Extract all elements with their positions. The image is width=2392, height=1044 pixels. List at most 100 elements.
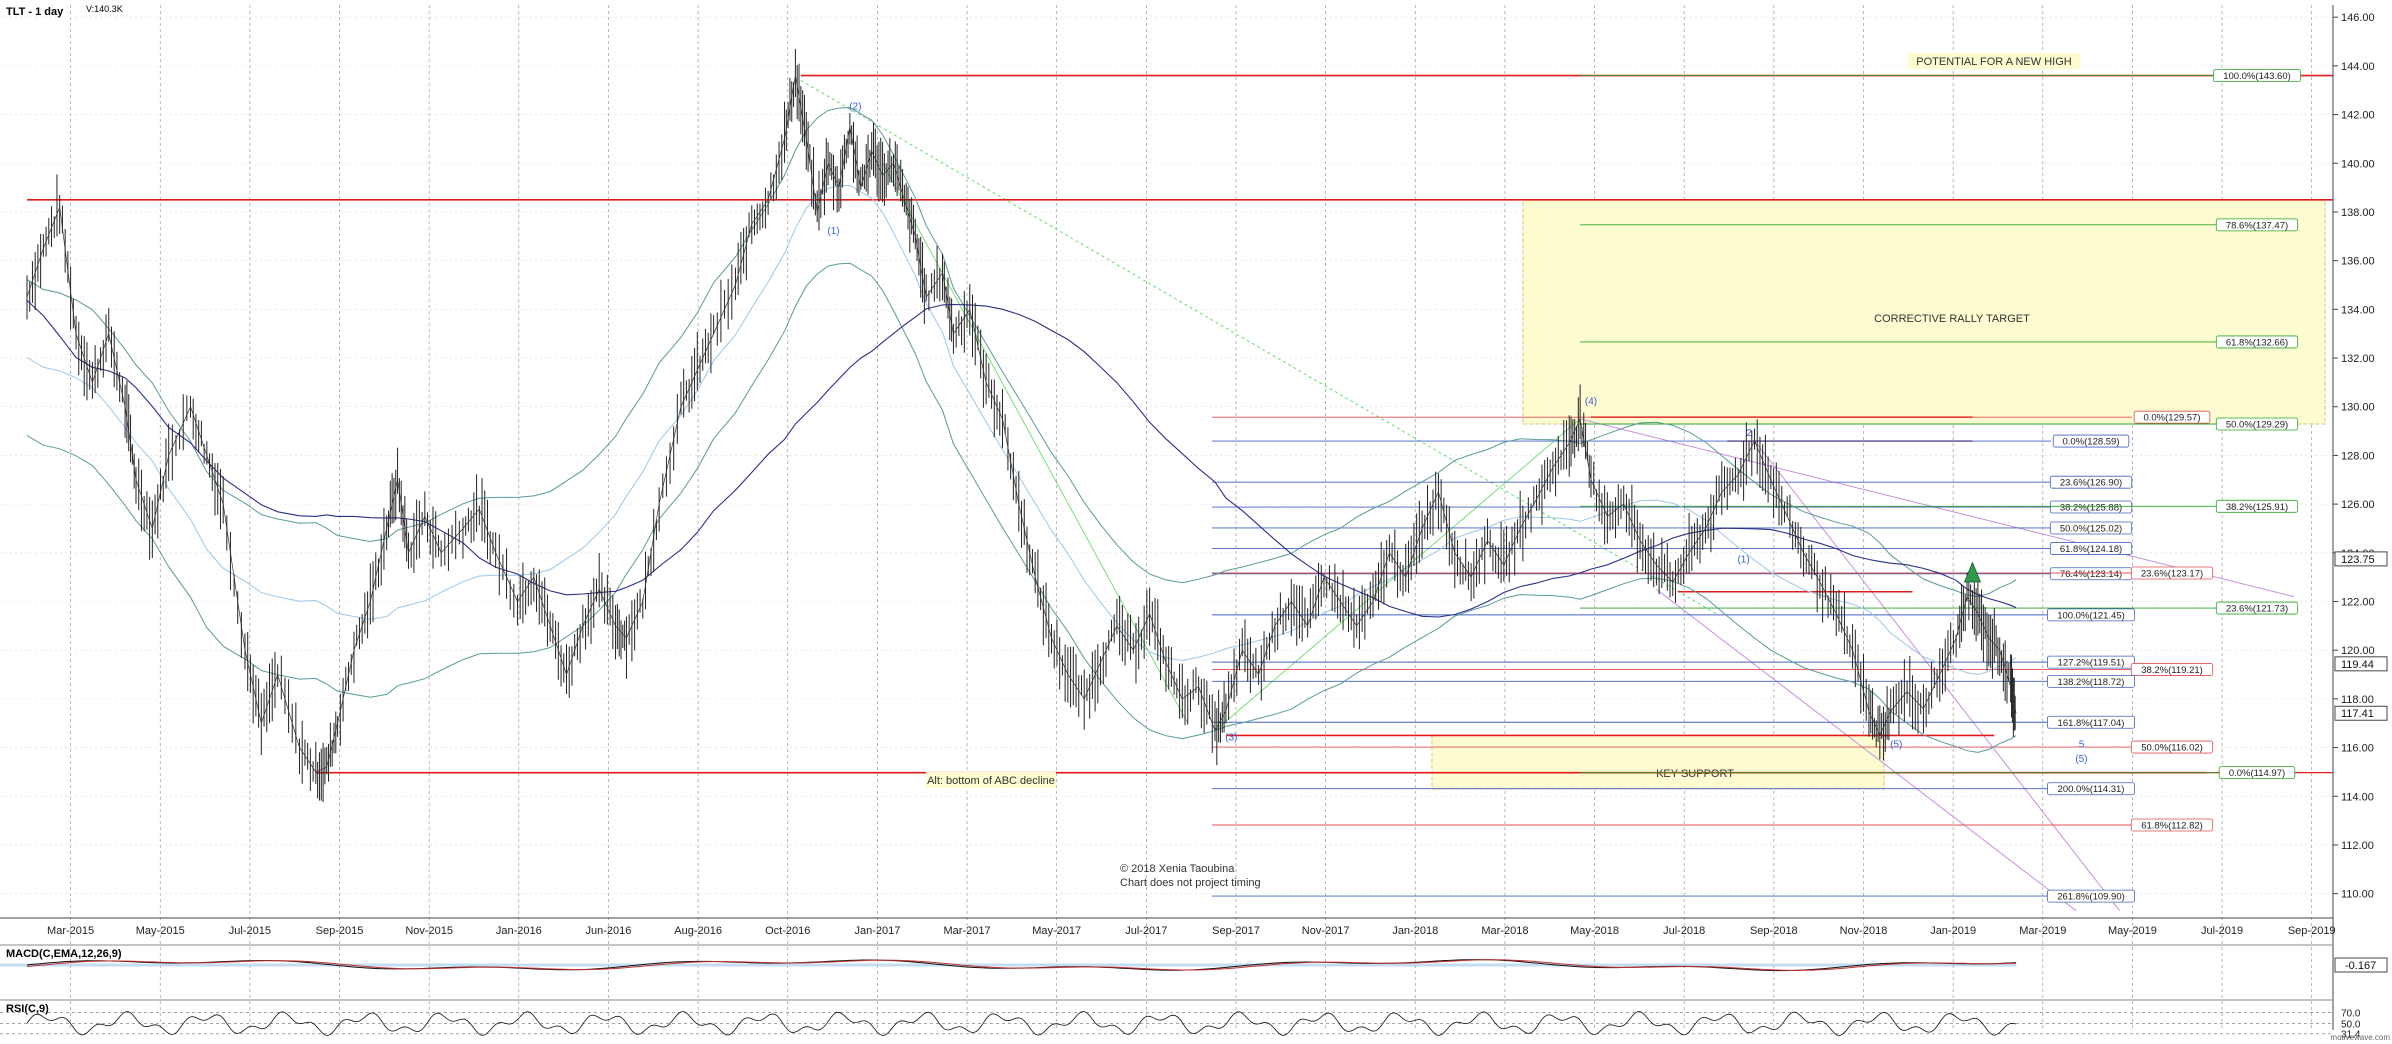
y-tick-label: 142.00 xyxy=(2341,110,2375,122)
purple-channel-b xyxy=(1656,588,2077,912)
wave-label: (4) xyxy=(1585,396,1597,407)
x-tick-label: Jul-2017 xyxy=(1125,925,1167,937)
x-tick-label: Mar-2019 xyxy=(2019,925,2066,937)
key-support-zone xyxy=(1431,734,1885,790)
fib-label-box xyxy=(2049,521,2133,535)
y-tick-label: 112.00 xyxy=(2341,840,2374,852)
wave-label: (1) xyxy=(827,226,839,237)
fib-label-box xyxy=(2130,740,2214,754)
y-tick-label: 110.00 xyxy=(2341,889,2374,901)
fib-label-box xyxy=(2215,218,2299,232)
fib-label: 261.8%(109.90) xyxy=(2057,892,2125,903)
x-tick-label: Nov-2017 xyxy=(1302,925,1350,937)
price-series xyxy=(26,48,2017,803)
fib-label-box xyxy=(2215,601,2299,615)
fib-label-box xyxy=(2047,782,2136,796)
x-tick-label: Jul-2019 xyxy=(2201,925,2243,937)
y-tick-label: 132.00 xyxy=(2341,353,2375,365)
x-tick-label: May-2017 xyxy=(1032,925,1081,937)
fib-label: 23.6%(126.90) xyxy=(2060,478,2122,489)
fib-label: 76.4%(123.14) xyxy=(2060,569,2122,580)
fib-label-box xyxy=(2047,889,2136,903)
wave-label: (5) xyxy=(2075,754,2087,765)
fib-label: 23.6%(123.17) xyxy=(2141,569,2203,580)
fib-label: 38.2%(125.91) xyxy=(2226,502,2288,513)
green-wave-line xyxy=(882,163,1189,724)
x-tick-label: May-2019 xyxy=(2108,925,2157,937)
fib-label-box xyxy=(2047,674,2136,688)
macd-value: -0.167 xyxy=(2345,960,2376,972)
rsi-level-label: 50.0 xyxy=(2341,1020,2361,1031)
fib-label-box xyxy=(2047,608,2136,622)
wave-label: 5 xyxy=(2079,740,2085,751)
rsi-level-label: 70.0 xyxy=(2341,1009,2361,1020)
y-tick-label: 130.00 xyxy=(2341,402,2375,414)
fib-label: 200.0%(114.31) xyxy=(2058,784,2125,795)
abc-label: Alt: bottom of ABC decline xyxy=(927,775,1055,787)
fib-label-box xyxy=(2218,766,2296,780)
fib-label: 127.2%(119.51) xyxy=(2058,658,2125,669)
x-tick-label: Sep-2019 xyxy=(2288,925,2336,937)
x-tick-label: May-2018 xyxy=(1570,925,1619,937)
y-tick-label: 118.00 xyxy=(2341,694,2374,706)
fib-label-box xyxy=(2215,499,2299,513)
y-tick-label: 146.00 xyxy=(2341,12,2375,24)
abc-box xyxy=(926,772,1056,788)
corrective-rally-label: CORRECTIVE RALLY TARGET xyxy=(1874,313,2030,325)
fib-label: 50.0%(125.02) xyxy=(2060,523,2122,534)
price-badge-label: 123.75 xyxy=(2341,554,2375,566)
target-zones: CORRECTIVE RALLY TARGET KEY SUPPORT xyxy=(1431,199,2326,790)
x-tick-label: Nov-2018 xyxy=(1840,925,1888,937)
lower-band xyxy=(26,262,2017,753)
y-tick-label: 126.00 xyxy=(2341,499,2375,511)
y-tick-label: 144.00 xyxy=(2341,61,2375,73)
wave-label: (1) xyxy=(1737,555,1749,566)
fib-label: 78.6%(137.47) xyxy=(2226,220,2288,231)
x-tick-label: Sep-2015 xyxy=(316,925,364,937)
x-tick-label: Jan-2016 xyxy=(496,925,542,937)
fib-label: 61.8%(132.66) xyxy=(2226,337,2288,348)
x-tick-label: Aug-2016 xyxy=(674,925,722,937)
x-tick-label: Jul-2018 xyxy=(1663,925,1705,937)
wave-label: (2) xyxy=(849,102,861,113)
x-tick-label: Sep-2018 xyxy=(1750,925,1798,937)
y-tick-label: 140.00 xyxy=(2341,158,2375,170)
fib-label-box xyxy=(2047,655,2136,669)
grid-lines xyxy=(0,5,2333,1030)
rsi-level-label: 31.4 xyxy=(2341,1030,2361,1041)
y-tick-label: 114.00 xyxy=(2341,791,2374,803)
y-tick-label: 138.00 xyxy=(2341,207,2375,219)
fib-label: 0.0%(128.59) xyxy=(2062,437,2119,448)
copyright-text: © 2018 Xenia Taoubina xyxy=(1120,863,1235,875)
timing-note: Chart does not project timing xyxy=(1120,877,1261,889)
annotations: POTENTIAL FOR A NEW HIGH Alt: bottom of A… xyxy=(926,53,2080,889)
fib-label: 50.0%(116.02) xyxy=(2141,743,2203,754)
indicator-panels: MACD(C,EMA,12,26,9) RSI(C,9) -0.167 70.050.… xyxy=(0,944,2390,1042)
fib-label: 100.0%(121.45) xyxy=(2057,610,2125,621)
corrective-rally-zone xyxy=(1522,199,2326,425)
y-tick-label: 122.00 xyxy=(2341,596,2375,608)
x-tick-label: Jan-2018 xyxy=(1392,925,1438,937)
fib-label: 100.0%(143.60) xyxy=(2223,71,2291,82)
green-dashed-trendline xyxy=(800,80,1717,615)
wave-label: (5) xyxy=(1890,740,1902,751)
fib-label: 38.2%(125.88) xyxy=(2060,503,2122,514)
price-badge xyxy=(2334,656,2388,672)
fib-label-box xyxy=(2047,715,2136,729)
y-axis: 146.00 144.00 142.00 140.00 138.00 136.00 134.… xyxy=(2332,5,2388,1030)
fib-label-box xyxy=(2049,500,2133,514)
fib-label: 161.8%(117.04) xyxy=(2058,718,2125,729)
y-tick-label: 128.00 xyxy=(2341,450,2375,462)
fib-label-box xyxy=(2130,663,2214,676)
rsi-label: RSI(C,9) xyxy=(6,1003,49,1015)
macd-label: MACD(C,EMA,12,26,9) xyxy=(6,948,122,960)
fib-label-box xyxy=(2049,542,2133,555)
fibonacci-levels: 100.0%(143.60) 78.6%(137.47) 61.8%(132.66)… xyxy=(1212,69,2301,903)
x-tick-label: Jan-2017 xyxy=(854,925,900,937)
fib-label: 38.2%(119.21) xyxy=(2141,665,2203,676)
fib-label-box xyxy=(2215,417,2299,431)
new-high-box xyxy=(1908,53,2080,69)
fib-label: 138.2%(118.72) xyxy=(2058,677,2125,688)
x-tick-label: Mar-2018 xyxy=(1481,925,1528,937)
